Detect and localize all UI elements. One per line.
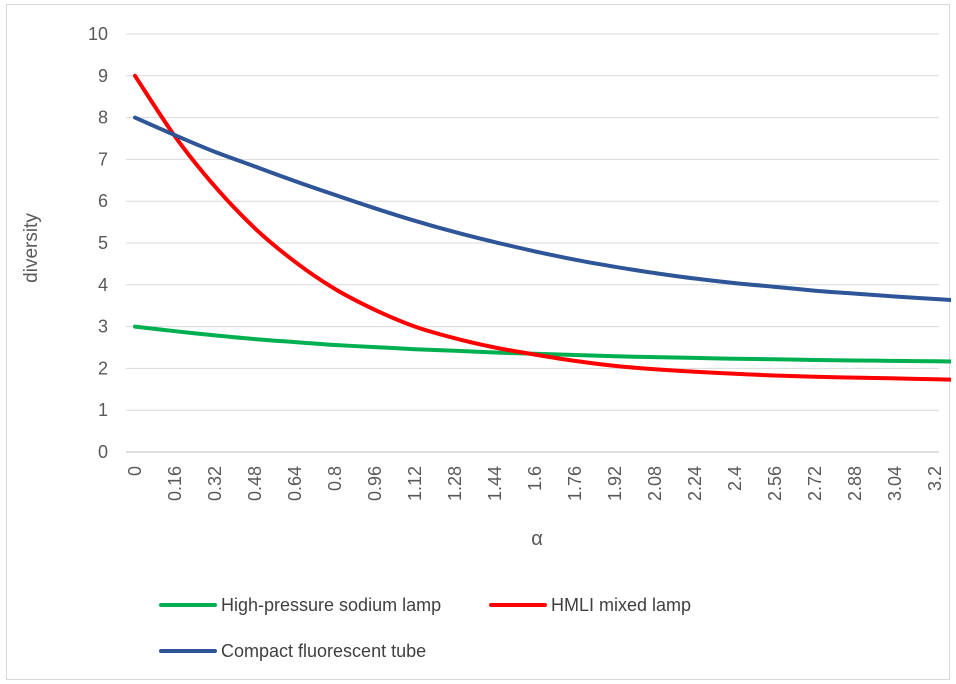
x-tick-label: 2.72	[805, 466, 825, 501]
y-tick-label: 10	[88, 24, 108, 44]
y-tick-label: 8	[98, 108, 108, 128]
x-axis-label: α	[531, 528, 543, 550]
x-tick-label: 0.32	[205, 466, 225, 501]
legend-label: Compact fluorescent tube	[221, 640, 427, 661]
x-tick-label: 0.48	[245, 466, 265, 501]
y-tick-label: 9	[98, 66, 108, 86]
y-tick-label: 2	[98, 358, 108, 378]
series-line-2	[133, 115, 951, 302]
y-tick-label: 3	[98, 317, 108, 337]
series-line-1	[133, 73, 951, 382]
x-tick-label: 3.2	[925, 466, 945, 491]
series-line-0	[133, 324, 951, 364]
legend-swatch-red	[489, 603, 547, 607]
x-tick-label: 2.56	[765, 466, 785, 501]
y-tick-label: 0	[98, 442, 108, 462]
x-tick-label: 2.88	[845, 466, 865, 501]
legend-label: High-pressure sodium lamp	[221, 594, 442, 615]
legend-label: HMLI mixed lamp	[551, 594, 692, 615]
chart-frame: 0 1 2 3 4 5 6 7 8 9 10 0 0.16 0.32 0.48 0.64 0.8 0.96 1.1…	[6, 4, 951, 680]
y-tick-label: 6	[98, 191, 108, 211]
x-tick-label: 1.44	[485, 466, 505, 501]
y-tick-label: 4	[98, 275, 108, 295]
y-axis-ticks: 0 1 2 3 4 5 6 7 8 9 10	[88, 24, 108, 462]
x-axis-ticks: 0 0.16 0.32 0.48 0.64 0.8 0.96 1.12 1.28 1.44 1.6 1…	[125, 466, 945, 501]
gridlines	[126, 33, 939, 453]
x-tick-label: 0.8	[325, 466, 345, 491]
x-tick-label: 0.96	[365, 466, 385, 501]
x-tick-label: 1.28	[445, 466, 465, 501]
legend-item-hmli-mixed: HMLI mixed lamp	[489, 595, 691, 615]
series-layer	[133, 73, 951, 382]
legend-item-compact-fluorescent: Compact fluorescent tube	[159, 641, 426, 661]
x-tick-label: 2.24	[685, 466, 705, 501]
line-chart: 0 1 2 3 4 5 6 7 8 9 10 0 0.16 0.32 0.48 0.64 0.8 0.96 1.1…	[21, 24, 951, 550]
legend-item-high-pressure-sodium: High-pressure sodium lamp	[159, 595, 441, 615]
x-tick-label: 0	[125, 466, 145, 476]
x-tick-label: 0.64	[285, 466, 305, 501]
x-tick-label: 2.4	[725, 466, 745, 491]
x-tick-label: 0.16	[165, 466, 185, 501]
y-axis-label: diversity	[21, 213, 42, 283]
y-tick-label: 5	[98, 233, 108, 253]
x-tick-label: 1.76	[565, 466, 585, 501]
x-tick-label: 3.04	[885, 466, 905, 501]
legend-swatch-blue	[159, 649, 217, 653]
x-tick-label: 1.6	[525, 466, 545, 491]
x-tick-label: 1.12	[405, 466, 425, 501]
x-tick-label: 2.08	[645, 466, 665, 501]
y-tick-label: 7	[98, 149, 108, 169]
x-tick-label: 1.92	[605, 466, 625, 501]
legend-swatch-green	[159, 603, 217, 607]
y-tick-label: 1	[98, 400, 108, 420]
